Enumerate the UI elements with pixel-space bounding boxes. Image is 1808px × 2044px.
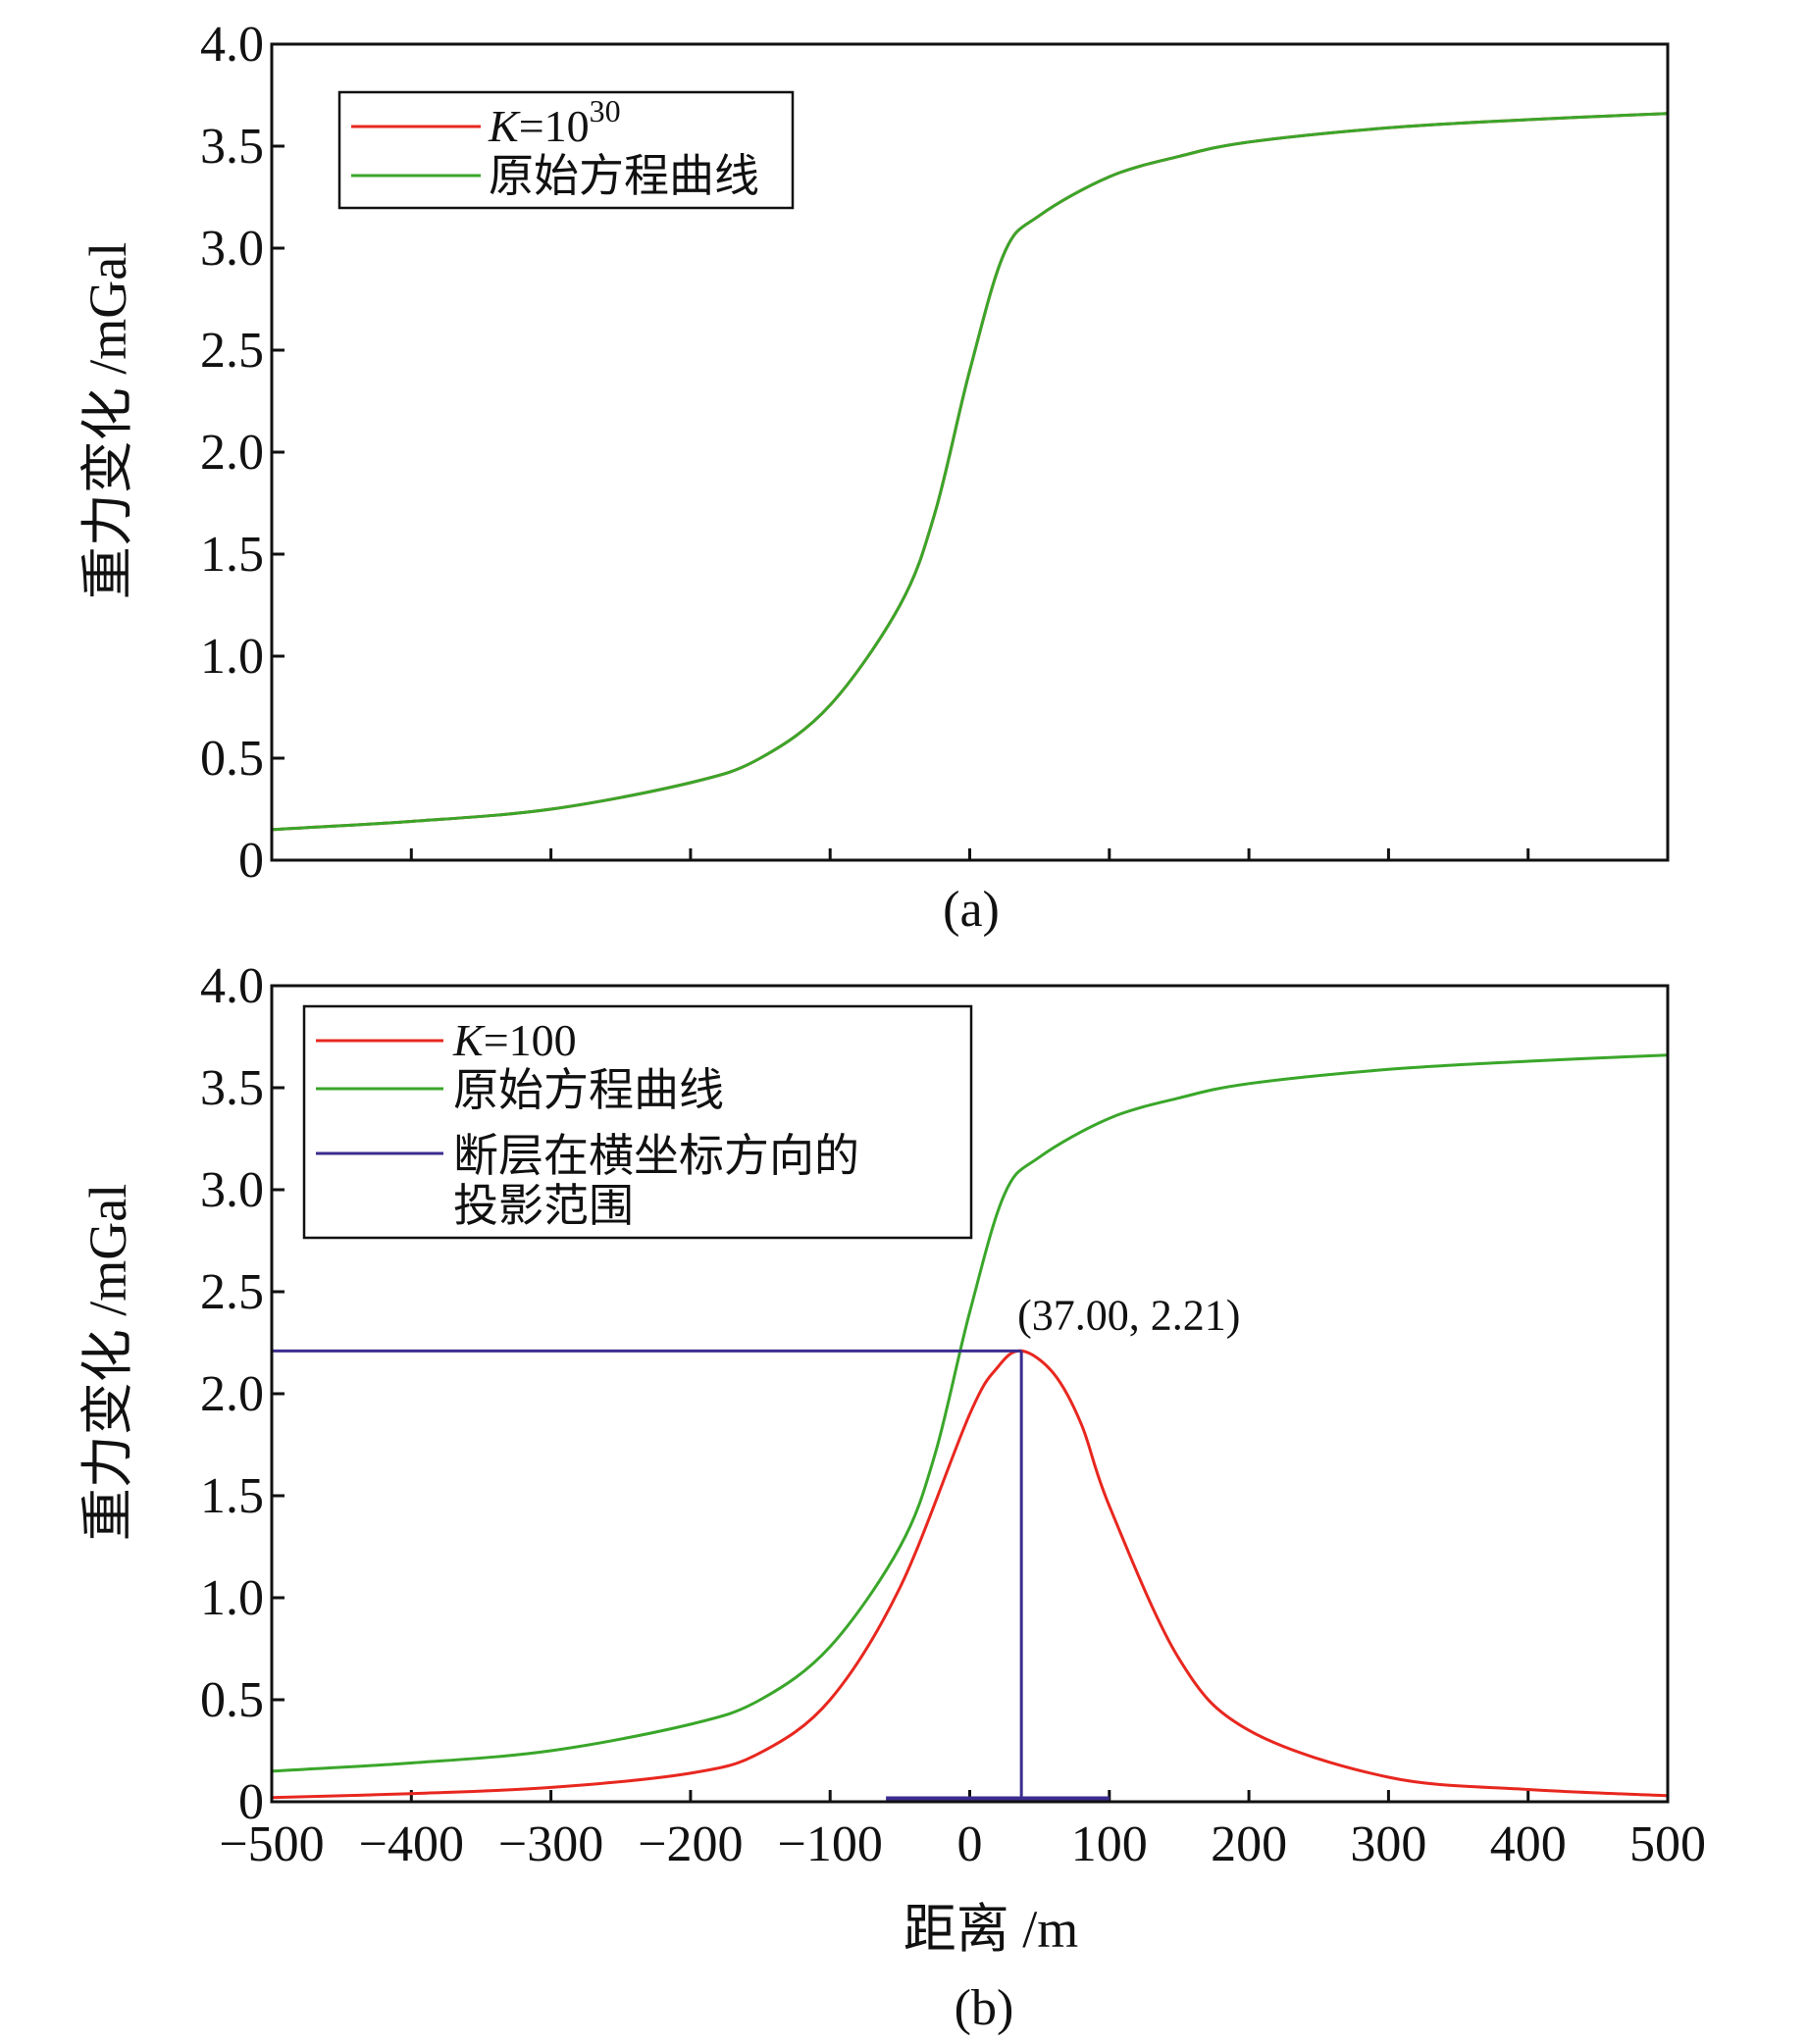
y-tick-label-a: 0 — [238, 833, 264, 889]
legend-item-k-a: K=1030 — [488, 93, 621, 151]
panel-a: 重力变化 /mGal 0 0.5 1.0 1.5 2.0 2.5 3.0 3.5 4.0 K=1… — [78, 17, 1670, 938]
x-axis-title-b: 距离 /m — [904, 1900, 1079, 1959]
x-tick-label-b: −100 — [778, 1816, 883, 1872]
panel-label-a: (a) — [943, 882, 1000, 938]
x-tick-label-b: 500 — [1629, 1816, 1706, 1872]
series-green-original-curve-b — [271, 1053, 1669, 1773]
y-tick-label-b: 2.0 — [200, 1366, 264, 1422]
y-tick-label-b: 1.5 — [200, 1468, 264, 1524]
legend-k-exponent-a: 30 — [590, 93, 621, 128]
series-red-k-curve-a — [271, 112, 1669, 832]
x-tick-label-b: 100 — [1071, 1816, 1148, 1872]
x-tick-label-b: −500 — [219, 1816, 324, 1872]
peak-label: (37.00, 2.21) — [1017, 1291, 1240, 1339]
y-tick-label-b: 0.5 — [200, 1672, 264, 1728]
peak-annotation-b: (37.00, 2.21) — [272, 1291, 1240, 1802]
y-tick-label-a: 3.5 — [200, 119, 264, 175]
y-tick-label-a: 1.5 — [200, 527, 264, 583]
x-ticks-a — [270, 848, 1670, 860]
y-tick-label-a: 2.5 — [200, 323, 264, 379]
y-tick-label-a: 0.5 — [200, 731, 264, 787]
plot-frame-b — [270, 984, 1670, 1804]
y-ticks-b: 0 0.5 1.0 1.5 2.0 2.5 3.0 3.5 4.0 — [200, 958, 284, 1830]
y-axis-title-a: 重力变化 /mGal — [78, 242, 137, 599]
legend-item-projection-line1-b: 断层在横坐标方向的 — [453, 1131, 859, 1181]
legend-box-b — [302, 1004, 973, 1240]
legend-k-symbol-a: K — [488, 101, 521, 151]
y-tick-label-b: 4.0 — [200, 958, 264, 1014]
y-tick-label-b: 1.0 — [200, 1570, 264, 1626]
y-axis-title-b: 重力变化 /mGal — [78, 1184, 137, 1541]
x-tick-label-b: −200 — [638, 1816, 743, 1872]
y-tick-label-a: 3.0 — [200, 221, 264, 277]
legend-item-original-b: 原始方程曲线 — [453, 1065, 724, 1115]
panel-b: 重力变化 /mGal 0 0.5 1.0 1.5 2.0 2.5 3.0 3.5 4.0 −50… — [78, 958, 1706, 2036]
x-ticks-b: −500 −400 −300 −200 −100 0 100 200 300 400 500 — [219, 1790, 1706, 1872]
x-tick-label-b: 0 — [957, 1816, 983, 1872]
series-green-original-curve-a — [271, 112, 1669, 832]
legend-item-k-b: K=100 — [452, 1015, 577, 1065]
series-red-k-curve-b — [271, 1349, 1669, 1800]
plot-frame-a — [270, 42, 1670, 862]
legend-item-original-a: 原始方程曲线 — [489, 151, 759, 201]
legend-box-a — [337, 90, 795, 210]
legend-k-symbol-b: K — [452, 1015, 486, 1065]
x-tick-label-b: 300 — [1350, 1816, 1426, 1872]
legend-b: K=100 原始方程曲线 断层在横坐标方向的 投影范围 — [302, 1004, 973, 1240]
x-tick-label-b: −300 — [498, 1816, 603, 1872]
y-tick-label-b: 0 — [238, 1774, 264, 1830]
series-group-a — [271, 112, 1669, 832]
y-tick-label-b: 2.5 — [200, 1264, 264, 1320]
y-tick-label-b: 3.5 — [200, 1060, 264, 1116]
x-tick-label-b: 200 — [1211, 1816, 1287, 1872]
legend-item-projection-line2-b: 投影范围 — [453, 1181, 634, 1231]
panel-label-b: (b) — [955, 1980, 1014, 2036]
y-tick-label-a: 4.0 — [200, 17, 264, 73]
y-tick-label-a: 2.0 — [200, 425, 264, 481]
legend-k-value-a: =10 — [519, 101, 590, 151]
x-tick-label-b: 400 — [1490, 1816, 1567, 1872]
y-tick-label-b: 3.0 — [200, 1162, 264, 1218]
x-tick-label-b: −400 — [359, 1816, 464, 1872]
legend-a: K=1030 原始方程曲线 — [337, 90, 795, 210]
y-tick-label-a: 1.0 — [200, 629, 264, 685]
y-ticks-a: 0 0.5 1.0 1.5 2.0 2.5 3.0 3.5 4.0 — [200, 17, 284, 889]
series-group-b — [271, 1053, 1669, 1800]
legend-k-value-b: =100 — [484, 1015, 577, 1065]
